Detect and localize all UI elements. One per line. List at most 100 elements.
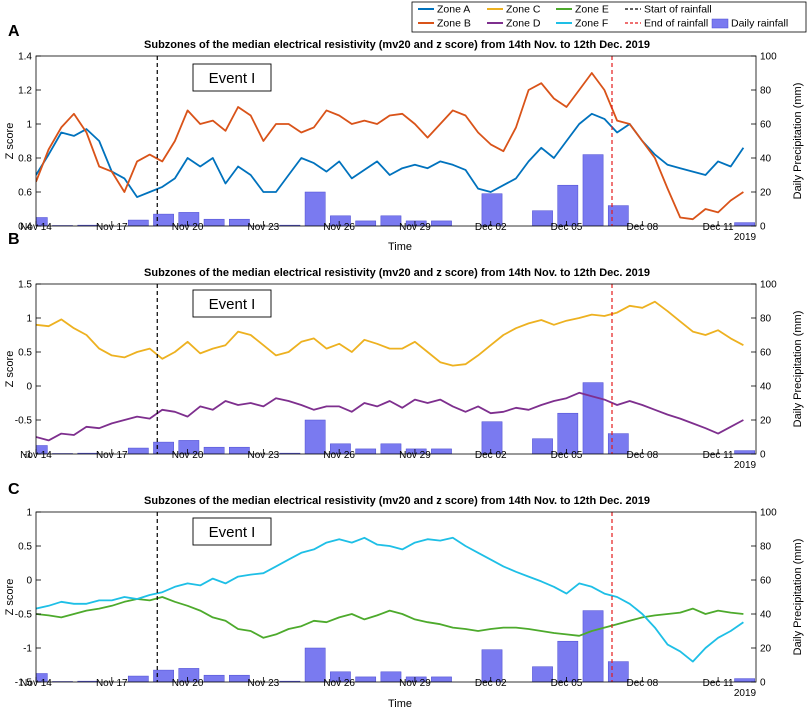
x-tick-label: Nov 20	[172, 678, 204, 689]
legend-label: Zone B	[437, 18, 471, 30]
x-tick-label: Dec 05	[551, 678, 583, 689]
rainfall-bar	[229, 446, 250, 454]
x-tick-label: Dec 05	[551, 450, 583, 461]
panel-letter-b: B	[8, 231, 20, 248]
legend-entry-start-of-rainfall: Start of rainfall	[625, 4, 712, 16]
y2-tick-label: 80	[760, 314, 772, 325]
x-tick-label: Dec 11	[703, 678, 734, 689]
rainfall-bar	[582, 610, 604, 682]
x-tick-label: Nov 26	[323, 222, 355, 233]
y2-tick-label: 80	[760, 542, 772, 553]
panel-c-year-label: 2019	[734, 688, 757, 699]
rainfall-bar	[36, 217, 48, 226]
rainfall-bar	[355, 676, 377, 682]
rainfall-bar	[355, 448, 377, 454]
legend-label: Start of rainfall	[644, 4, 712, 16]
rainfall-bar	[304, 647, 326, 682]
panel-a-event-box	[192, 63, 272, 92]
y2-tick-label: 20	[760, 188, 772, 199]
y2-tick-label: 100	[760, 280, 777, 291]
plot-area	[36, 72, 755, 226]
panel-a-ylabel-left: Z score	[4, 123, 16, 160]
rainfall-bar	[431, 220, 452, 226]
x-tick-label: Nov 23	[248, 222, 280, 233]
rainfall-bar	[355, 220, 377, 226]
series-line-zone-f	[36, 536, 744, 663]
legend-label: Zone E	[575, 4, 609, 16]
panel-a-ylabel-right: Daily Precipitation (mm)	[792, 83, 804, 200]
rainfall-bar	[153, 441, 174, 454]
rainfall-bar	[607, 433, 629, 454]
rainfall-bar	[203, 674, 225, 682]
x-tick-label: Dec 11	[703, 450, 734, 461]
x-tick-label: Nov 14	[20, 678, 52, 689]
y2-tick-label: 60	[760, 348, 772, 359]
rainfall-bar	[405, 676, 427, 682]
series-line-zone-d	[36, 391, 744, 442]
y2-tick-label: 100	[760, 508, 777, 519]
rainfall-bar	[380, 215, 402, 226]
y-tick-label: 1	[26, 120, 32, 131]
x-tick-label: Nov 20	[172, 222, 204, 233]
y2-tick-label: 0	[760, 678, 766, 689]
x-tick-label: Nov 29	[399, 678, 431, 689]
y-tick-label: 1	[26, 314, 32, 325]
series-line-zone-b	[36, 72, 744, 221]
rainfall-bar	[304, 419, 326, 454]
y2-tick-label: 40	[760, 610, 772, 621]
y-tick-label: 0	[26, 576, 32, 587]
legend-label: Zone D	[506, 18, 541, 30]
y-tick-label: -0.5	[15, 610, 33, 621]
rainfall-bar	[607, 661, 629, 682]
x-tick-label: Nov 23	[248, 678, 280, 689]
legend-entry-zone-e: Zone E	[556, 4, 609, 16]
x-tick-label: Nov 14	[20, 222, 52, 233]
plot-area	[36, 300, 755, 454]
axes-frame	[35, 511, 757, 683]
panel-b-event-box	[192, 289, 272, 318]
x-tick-label: Dec 02	[475, 450, 507, 461]
panel-c-event-box	[192, 517, 272, 546]
y2-tick-label: 0	[760, 450, 766, 461]
rainfall-bar	[582, 382, 604, 454]
y-tick-label: -1	[23, 644, 32, 655]
series-line-zone-a	[36, 112, 745, 199]
y2-tick-label: 100	[760, 52, 777, 63]
x-tick-label: Dec 05	[551, 222, 583, 233]
legend-label: Zone C	[506, 4, 541, 16]
panel-b-title: Subzones of the median electrical resist…	[144, 267, 650, 279]
rainfall-bar	[607, 205, 629, 226]
panel-b-ylabel-left: Z score	[4, 351, 16, 388]
panel-b-year-label: 2019	[734, 460, 757, 471]
rainfall-bar	[532, 666, 553, 682]
rainfall-bar	[36, 445, 48, 454]
panel-a-event-label: Event I	[209, 70, 256, 87]
x-tick-label: Nov 23	[248, 450, 280, 461]
legend-entry-zone-f: Zone F	[556, 18, 608, 30]
y2-tick-label: 40	[760, 154, 772, 165]
rainfall-bar	[532, 210, 553, 226]
panel-c-xlabel: Time	[388, 698, 412, 710]
y-tick-label: 1.4	[18, 52, 32, 63]
legend: Zone A Zone B Zone C Zone D Zone E Zone F Star…	[411, 1, 807, 33]
panel-a: A Subzones of the median electrical resi…	[4, 23, 804, 253]
rainfall-bar	[330, 215, 351, 226]
panel-b-ylabel-right: Daily Precipitation (mm)	[792, 311, 804, 428]
y2-tick-label: 80	[760, 86, 772, 97]
y2-tick-label: 60	[760, 120, 772, 131]
rainfall-bar	[127, 675, 149, 682]
y-tick-label: 0	[26, 382, 32, 393]
legend-label: Zone F	[575, 18, 608, 30]
series-line-zone-c	[36, 300, 744, 367]
y2-tick-label: 20	[760, 644, 772, 655]
rainfall-bar	[203, 446, 225, 454]
panel-c-title: Subzones of the median electrical resist…	[144, 495, 650, 507]
panel-c-ylabel-left: Z score	[4, 579, 16, 616]
rainfall-bar	[229, 674, 250, 682]
x-tick-label: Dec 02	[475, 222, 507, 233]
x-tick-label: Nov 17	[96, 678, 128, 689]
x-tick-label: Dec 08	[626, 222, 658, 233]
panel-c: C Subzones of the median electrical resi…	[4, 481, 804, 710]
rainfall-bar	[127, 219, 149, 226]
